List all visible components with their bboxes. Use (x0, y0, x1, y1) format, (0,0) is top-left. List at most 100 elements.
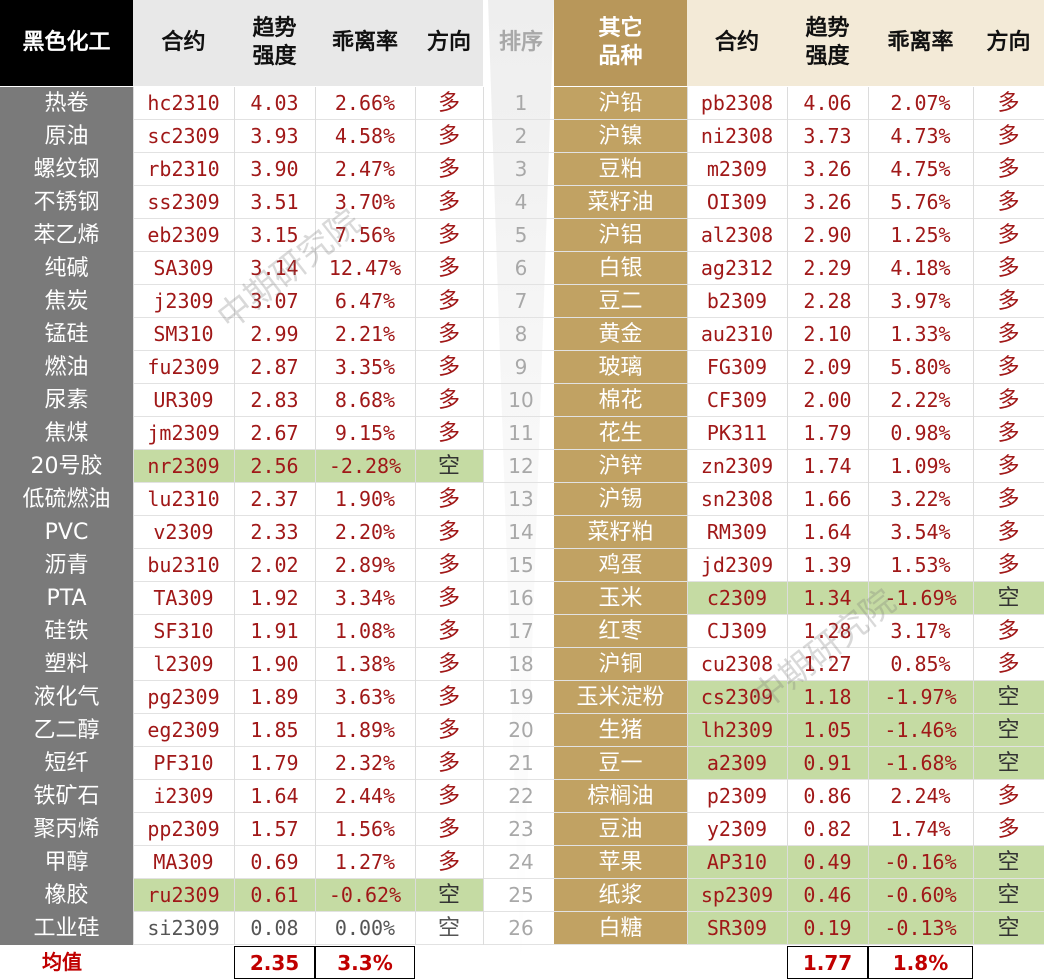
right-deviation-rate: -0.16% (868, 846, 973, 879)
left-deviation-rate: 3.63% (334, 685, 396, 709)
left-trend-strength: 2.87 (250, 355, 299, 379)
row-divider (133, 152, 1044, 153)
left-direction: 多 (437, 718, 460, 743)
right-average-deviation: 1.8% (868, 946, 973, 979)
column-divider (868, 87, 869, 945)
rank-number: 23 (508, 817, 534, 841)
row-divider (133, 845, 1044, 846)
right-direction: 多 (997, 520, 1020, 545)
left-contract-code: bu2310 (147, 553, 220, 577)
right-strength-header: 趋势 强度 (805, 16, 850, 69)
right-deviation-rate: 3.17% (890, 619, 951, 643)
right-product-name: 玻璃 (554, 351, 687, 384)
table-row: 橡胶 ru2309 0.61 -0.62% 空 25 纸浆 sp2309 0.46 -0.60% 空 (0, 879, 1044, 912)
left-product-name: 沥青 (0, 549, 133, 582)
left-direction: 多 (437, 586, 460, 611)
left-product-name: 20号胶 (0, 450, 133, 483)
rank-number: 11 (508, 421, 534, 445)
right-trend-strength: 1.28 (803, 619, 852, 643)
table-row: 乙二醇 eg2309 1.85 1.89% 多 20 生猪 lh2309 1.05 -1.46% 空 (0, 714, 1044, 747)
rank-number: 20 (508, 718, 534, 742)
left-deviation-rate: 7.56% (334, 223, 396, 247)
right-direction: 多 (997, 322, 1020, 347)
right-contract-code: c2309 (687, 582, 787, 615)
right-contract-code: pb2308 (700, 91, 774, 115)
right-product-name: 沪铅 (554, 87, 687, 120)
row-divider (133, 944, 1044, 945)
left-trend-strength: 4.03 (250, 91, 299, 115)
right-trend-strength: 2.29 (803, 256, 852, 280)
left-deviation-rate: 8.68% (334, 388, 396, 412)
rank-number: 6 (514, 256, 528, 280)
right-trend-strength: 0.19 (787, 912, 868, 945)
rank-number: 25 (508, 883, 534, 907)
row-divider (133, 284, 1044, 285)
right-deviation-rate: 0.85% (890, 652, 951, 676)
left-contract-code: rb2310 (147, 157, 220, 181)
rank-header: 排序 (498, 30, 543, 55)
left-deviation-rate: 2.21% (334, 322, 396, 346)
right-direction: 空 (973, 681, 1044, 714)
rank-number: 19 (508, 685, 534, 709)
left-contract-code: sc2309 (147, 124, 220, 148)
left-deviation-rate: 3.34% (334, 586, 396, 610)
rank-number: 14 (508, 520, 534, 544)
right-trend-strength: 3.26 (803, 190, 852, 214)
right-header-bg (687, 0, 1044, 86)
right-deviation-rate: 5.76% (890, 190, 951, 214)
right-deviation-rate: 1.53% (890, 553, 951, 577)
table-row: 甲醇 MA309 0.69 1.27% 多 24 苹果 AP310 0.49 -0.16% 空 (0, 846, 1044, 879)
average-label: 均值 (42, 950, 82, 974)
right-deviation-rate: 1.09% (890, 454, 951, 478)
right-product-name: 苹果 (554, 846, 687, 879)
left-contract-code: SM310 (153, 322, 214, 346)
left-contract-code: SF310 (153, 619, 214, 643)
row-divider (133, 746, 1044, 747)
right-direction: 空 (973, 846, 1044, 879)
rank-number: 22 (508, 784, 534, 808)
row-divider (133, 779, 1044, 780)
left-product-name: 聚丙烯 (0, 813, 133, 846)
table-row: PTA TA309 1.92 3.34% 多 16 玉米 c2309 1.34 -1.69% 空 (0, 582, 1044, 615)
left-deviation-rate: 1.56% (334, 817, 396, 841)
right-contract-code: cs2309 (687, 681, 787, 714)
right-trend-strength: 0.91 (787, 747, 868, 780)
right-product-name: 沪镍 (554, 120, 687, 153)
right-direction: 多 (997, 553, 1020, 578)
right-direction: 空 (973, 714, 1044, 747)
left-direction: 多 (437, 520, 460, 545)
table-row: 焦炭 j2309 3.07 6.47% 多 7 豆二 b2309 2.28 3.97% 多 (0, 285, 1044, 318)
left-product-name: 焦煤 (0, 417, 133, 450)
left-deviation-rate: 2.89% (334, 553, 396, 577)
left-product-name: 硅铁 (0, 615, 133, 648)
rank-number: 4 (514, 190, 528, 214)
left-category-header: 黑色化工 (0, 0, 133, 86)
rank-number: 1 (514, 91, 528, 115)
row-divider (133, 911, 1044, 912)
left-contract-code: j2309 (153, 289, 214, 313)
right-direction: 多 (997, 454, 1020, 479)
row-divider (133, 581, 1044, 582)
right-product-name: 白银 (554, 252, 687, 285)
right-contract-code: y2309 (706, 817, 768, 841)
left-deviation-rate: -2.28% (315, 450, 415, 483)
left-direction: 空 (415, 879, 483, 912)
right-product-name: 纸浆 (554, 879, 687, 912)
left-contract-code: fu2309 (147, 355, 220, 379)
right-contract-code: m2309 (706, 157, 768, 181)
right-trend-strength: 2.10 (803, 322, 852, 346)
right-trend-strength: 1.39 (803, 553, 852, 577)
left-contract-code: hc2310 (147, 91, 220, 115)
right-contract-code: zn2309 (700, 454, 774, 478)
left-deviation-rate: 3.35% (334, 355, 396, 379)
table-row: 液化气 pg2309 1.89 3.63% 多 19 玉米淀粉 cs2309 1.18 -1.97… (0, 681, 1044, 714)
left-contract-header: 合约 (161, 30, 206, 55)
right-product-name: 菜籽油 (554, 186, 687, 219)
left-product-name: PVC (0, 516, 133, 549)
row-divider (133, 251, 1044, 252)
rank-number: 2 (514, 124, 528, 148)
left-product-name: 苯乙烯 (0, 219, 133, 252)
left-contract-code: l2309 (153, 652, 214, 676)
left-product-name: 焦炭 (0, 285, 133, 318)
right-direction: 空 (973, 582, 1044, 615)
